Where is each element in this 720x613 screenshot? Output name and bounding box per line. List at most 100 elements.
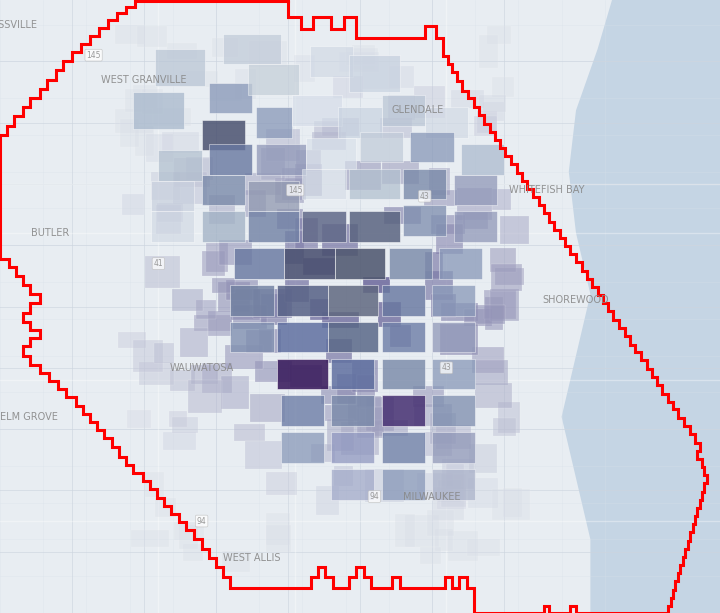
Bar (356, 407, 384, 438)
Bar (281, 395, 324, 426)
Bar (172, 417, 198, 433)
Bar (133, 92, 184, 129)
Bar (379, 302, 401, 327)
Bar (248, 64, 299, 95)
Bar (331, 432, 374, 463)
Bar (492, 77, 514, 97)
Bar (389, 248, 432, 279)
Bar (479, 36, 498, 67)
Bar (348, 397, 381, 425)
Bar (425, 107, 468, 138)
Bar (171, 370, 195, 391)
Bar (118, 332, 146, 348)
Bar (202, 175, 245, 205)
Bar (226, 280, 258, 300)
Bar (427, 511, 454, 536)
Bar (382, 395, 425, 426)
Text: MILWAUKEE: MILWAUKEE (403, 492, 461, 501)
Text: 41: 41 (153, 259, 163, 268)
Bar (145, 256, 180, 287)
Bar (380, 118, 412, 138)
Text: 145: 145 (86, 51, 101, 59)
Bar (349, 211, 400, 242)
Bar (248, 181, 299, 211)
Bar (281, 432, 324, 463)
Bar (362, 56, 400, 89)
Bar (150, 172, 180, 200)
Bar (163, 132, 199, 153)
Bar (127, 410, 151, 428)
Text: GLENDALE: GLENDALE (392, 105, 444, 115)
Bar (446, 464, 464, 489)
Text: WHITEFISH BAY: WHITEFISH BAY (510, 185, 585, 195)
Bar (331, 359, 374, 389)
Bar (433, 487, 464, 520)
Bar (432, 359, 475, 389)
Bar (474, 360, 508, 386)
Bar (431, 413, 456, 444)
Bar (277, 359, 328, 389)
Bar (500, 216, 529, 245)
Bar (331, 395, 374, 426)
Bar (382, 285, 425, 316)
Bar (302, 169, 346, 199)
Bar (485, 297, 503, 330)
Bar (425, 252, 443, 279)
Bar (277, 285, 328, 316)
Bar (457, 188, 492, 220)
Bar (490, 289, 519, 321)
Bar (155, 498, 176, 517)
Bar (223, 34, 281, 64)
Bar (438, 479, 461, 501)
Bar (429, 168, 450, 195)
Bar (180, 70, 218, 88)
Bar (310, 46, 353, 77)
Bar (209, 195, 235, 224)
Bar (414, 403, 452, 427)
Bar (395, 514, 415, 547)
Bar (315, 121, 341, 139)
Bar (296, 150, 320, 171)
Text: 43: 43 (420, 192, 430, 200)
Bar (423, 432, 452, 457)
Bar (235, 69, 256, 99)
Bar (410, 132, 454, 162)
Bar (156, 204, 183, 222)
Bar (316, 486, 338, 516)
Bar (151, 211, 194, 242)
Bar (261, 148, 285, 180)
Bar (292, 95, 342, 126)
Bar (246, 330, 272, 353)
Bar (206, 243, 228, 272)
Bar (498, 402, 520, 433)
Bar (202, 120, 245, 150)
Bar (432, 469, 475, 500)
Bar (154, 343, 174, 363)
Bar (454, 175, 497, 205)
Bar (328, 322, 378, 352)
Bar (492, 189, 510, 210)
Bar (322, 312, 359, 328)
Bar (432, 322, 475, 352)
Bar (145, 472, 163, 497)
Bar (230, 322, 274, 352)
Bar (440, 324, 477, 355)
Bar (245, 189, 266, 217)
Bar (222, 552, 251, 572)
Bar (142, 89, 163, 115)
Text: WEST GRANVILLE: WEST GRANVILLE (102, 75, 186, 85)
Bar (210, 83, 242, 101)
Bar (202, 251, 225, 276)
Bar (432, 395, 475, 426)
Bar (137, 26, 166, 47)
Bar (493, 418, 516, 436)
Bar (234, 424, 265, 441)
Bar (174, 522, 204, 540)
Text: 43: 43 (441, 364, 451, 372)
Bar (337, 375, 356, 404)
Bar (461, 144, 504, 175)
Bar (294, 164, 322, 196)
Bar (436, 425, 471, 449)
Bar (256, 107, 292, 138)
Bar (346, 48, 378, 64)
